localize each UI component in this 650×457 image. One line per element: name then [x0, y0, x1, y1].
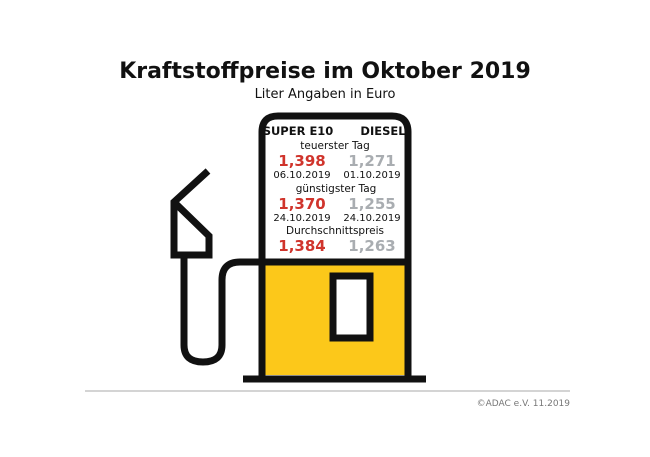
section-label: teuerster Tag	[300, 140, 370, 152]
super-price: 1,384	[278, 237, 325, 255]
diesel-date: 24.10.2019	[343, 213, 400, 224]
section-label: günstigster Tag	[296, 183, 377, 195]
subtitle: Liter Angaben in Euro	[255, 87, 396, 102]
super-price: 1,398	[278, 152, 325, 170]
section-label: Durchschnittspreis	[286, 225, 384, 237]
copyright: ©ADAC e.V. 11.2019	[477, 399, 571, 409]
diesel-date: 01.10.2019	[343, 170, 400, 181]
fuel-nozzle-icon	[170, 168, 262, 366]
title: Kraftstoffpreise im Oktober 2019	[119, 59, 531, 84]
diesel-price: 1,255	[348, 195, 395, 213]
super-date: 06.10.2019	[273, 170, 330, 181]
column-header-super-e10: SUPER E10	[263, 124, 334, 138]
super-price: 1,370	[278, 195, 325, 213]
diesel-price: 1,263	[348, 237, 395, 255]
super-date: 24.10.2019	[273, 213, 330, 224]
price-table: SUPER E10 DIESEL teuerster Tag 1,398 1,2…	[263, 124, 407, 255]
column-header-diesel: DIESEL	[360, 124, 406, 138]
diesel-price: 1,271	[348, 152, 395, 170]
fuel-pump-icon	[243, 112, 426, 383]
